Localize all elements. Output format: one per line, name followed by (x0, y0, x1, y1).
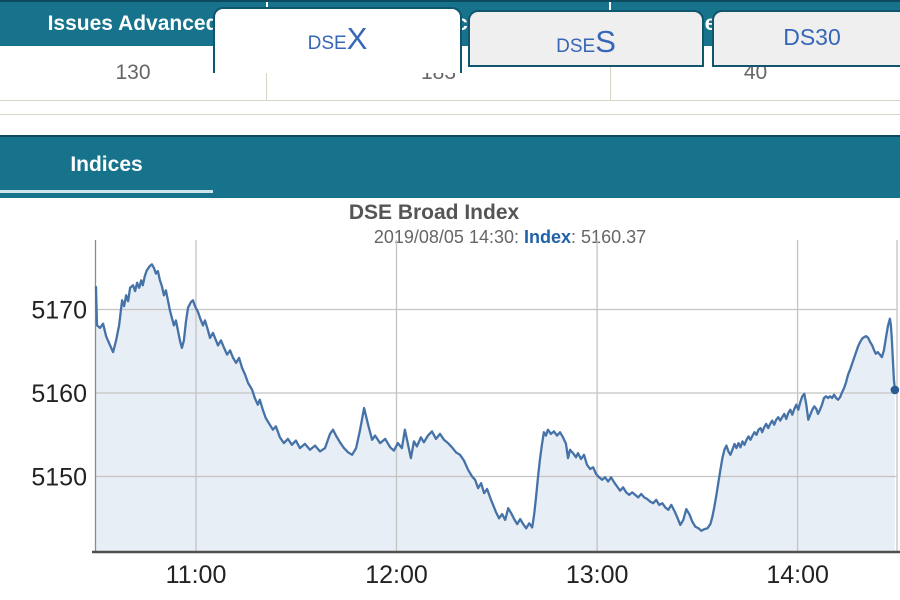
stats-table-bottom-border (0, 101, 900, 115)
tab-dsex-label-prefix: DSE (307, 33, 347, 54)
chart-index-separator: : (571, 227, 582, 247)
svg-text:11:00: 11:00 (166, 561, 227, 589)
chart-area-fill (96, 264, 895, 552)
chart-index-label: Index (524, 227, 572, 247)
index-chart-svg[interactable]: 5150 5160 5170 11:00 12:00 13:00 14:00 (0, 240, 900, 600)
svg-text:5150: 5150 (31, 464, 87, 492)
tab-dses-label-suffix: S (595, 24, 616, 59)
chart-gridlines (95, 240, 897, 552)
tab-ds30-label: DS30 (783, 24, 841, 50)
svg-text:12:00: 12:00 (365, 561, 428, 589)
tab-dses-label-prefix: DSE (556, 36, 596, 57)
chart-timestamp: 2019/08/05 14:30: (373, 227, 519, 247)
indices-panel-label: Indices (70, 153, 143, 176)
chart-series-line (94, 263, 897, 532)
tab-dsex[interactable]: DSE X (213, 7, 462, 73)
tab-ds30[interactable]: DS30 (712, 10, 900, 67)
indices-tab-bar: Indices (0, 135, 900, 198)
chart-section: DSE Broad Index 2019/08/05 14:30: Index:… (0, 198, 900, 600)
svg-text:5160: 5160 (31, 380, 87, 408)
issues-advanced-value: 130 (0, 46, 267, 100)
svg-text:14:00: 14:00 (766, 561, 829, 589)
svg-text:5170: 5170 (31, 297, 87, 325)
chart-title: DSE Broad Index (348, 201, 520, 224)
chart-axis-labels: 5150 5160 5170 11:00 12:00 13:00 14:00 (31, 297, 829, 590)
tab-dses[interactable]: DSE S (468, 10, 704, 67)
chart-last-point-dot (890, 385, 900, 395)
indices-underline (0, 190, 213, 193)
svg-text:13:00: 13:00 (566, 561, 629, 589)
tab-dsex-label-suffix: X (346, 21, 368, 56)
